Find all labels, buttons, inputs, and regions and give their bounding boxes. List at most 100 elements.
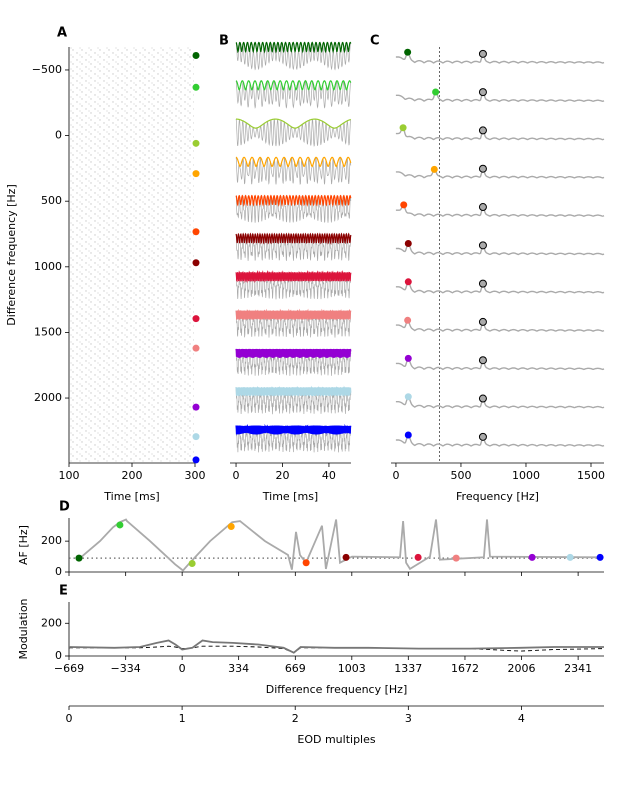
waveform bbox=[235, 425, 352, 453]
spectrum bbox=[395, 434, 605, 447]
envelope bbox=[236, 118, 351, 129]
x-tick-label: 2341 bbox=[564, 662, 592, 675]
spectrum bbox=[395, 280, 605, 294]
x-tick-label: 0 bbox=[392, 469, 399, 482]
eod-marker bbox=[478, 49, 487, 58]
y-axis-label: Modulation bbox=[17, 598, 30, 659]
y-axis-label: AF [Hz] bbox=[17, 525, 30, 565]
waveform bbox=[235, 195, 352, 224]
eod-marker bbox=[478, 88, 487, 97]
eod-marker bbox=[478, 356, 487, 365]
marker bbox=[430, 165, 438, 173]
envelope bbox=[235, 308, 352, 322]
x-axis-label: Frequency [Hz] bbox=[456, 490, 539, 503]
y-tick-label: 500 bbox=[41, 194, 62, 207]
panel-label: D bbox=[59, 500, 70, 515]
envelope bbox=[235, 194, 352, 207]
marker bbox=[302, 559, 310, 567]
x-tick-label: 3 bbox=[405, 712, 412, 725]
envelope bbox=[235, 348, 352, 358]
raster-texture bbox=[70, 47, 194, 462]
marker bbox=[452, 554, 460, 562]
spectrum bbox=[395, 167, 605, 179]
panel-label: B bbox=[219, 34, 229, 49]
marker bbox=[192, 433, 200, 441]
marker bbox=[116, 521, 124, 529]
x-axis-label: Difference frequency [Hz] bbox=[266, 683, 408, 696]
y-tick-label: 200 bbox=[41, 616, 62, 629]
y-tick-label: 2000 bbox=[34, 391, 62, 404]
y-tick-label: 1500 bbox=[34, 325, 62, 338]
waveform bbox=[235, 233, 352, 262]
y-tick-label: 200 bbox=[41, 534, 62, 547]
eod-marker bbox=[478, 241, 487, 250]
eod-marker bbox=[478, 317, 487, 326]
eod-marker bbox=[478, 203, 487, 212]
envelope bbox=[235, 80, 352, 91]
marker bbox=[192, 315, 200, 323]
x-tick-label: 300 bbox=[185, 469, 206, 482]
marker bbox=[404, 278, 412, 286]
marker bbox=[192, 170, 200, 178]
marker bbox=[192, 456, 200, 464]
envelope bbox=[235, 423, 352, 435]
envelope bbox=[235, 41, 352, 54]
eod-marker bbox=[478, 432, 487, 441]
waveform bbox=[235, 41, 351, 71]
panel-label: A bbox=[57, 26, 67, 41]
panel-label: E bbox=[59, 584, 68, 599]
y-tick-label: 0 bbox=[55, 129, 62, 142]
envelope bbox=[235, 232, 352, 245]
marker bbox=[192, 344, 200, 352]
eod-marker bbox=[478, 164, 487, 173]
y-tick-label: 1000 bbox=[34, 260, 62, 273]
x-axis-label: Time [ms] bbox=[262, 490, 318, 503]
spectrum bbox=[395, 357, 605, 371]
marker bbox=[192, 52, 200, 60]
marker bbox=[400, 201, 408, 209]
spectrum bbox=[395, 51, 605, 64]
af-line bbox=[78, 518, 600, 572]
marker bbox=[227, 522, 235, 530]
x-tick-label: −669 bbox=[54, 662, 84, 675]
marker bbox=[404, 393, 412, 401]
y-tick-label: −500 bbox=[32, 63, 62, 76]
marker bbox=[404, 316, 412, 324]
envelope bbox=[235, 156, 352, 168]
waveform bbox=[235, 118, 352, 147]
marker bbox=[432, 88, 440, 96]
x-tick-label: 1000 bbox=[512, 469, 540, 482]
x-tick-label: 334 bbox=[228, 662, 249, 675]
x-axis-label: EOD multiples bbox=[297, 733, 375, 746]
x-tick-label: 4 bbox=[518, 712, 525, 725]
spectrum bbox=[395, 242, 605, 256]
x-axis-label: Time [ms] bbox=[103, 490, 159, 503]
spectrum bbox=[395, 126, 605, 141]
x-tick-label: 2 bbox=[292, 712, 299, 725]
marker bbox=[399, 124, 407, 132]
y-tick-label: 0 bbox=[55, 649, 62, 662]
waveform bbox=[235, 387, 352, 415]
x-tick-label: −334 bbox=[111, 662, 141, 675]
x-tick-label: 669 bbox=[285, 662, 306, 675]
x-tick-label: 20 bbox=[275, 469, 289, 482]
marker bbox=[192, 139, 200, 147]
x-tick-label: 2006 bbox=[507, 662, 535, 675]
x-tick-label: 1500 bbox=[577, 469, 605, 482]
x-tick-label: 40 bbox=[322, 469, 336, 482]
x-tick-label: 0 bbox=[66, 712, 73, 725]
waveform bbox=[235, 156, 352, 185]
eod-marker bbox=[478, 279, 487, 288]
x-tick-label: 1337 bbox=[394, 662, 422, 675]
marker bbox=[404, 240, 412, 248]
waveform bbox=[235, 272, 352, 300]
spectrum bbox=[395, 319, 605, 332]
envelope bbox=[235, 270, 352, 284]
marker bbox=[414, 553, 422, 561]
x-tick-label: 0 bbox=[179, 662, 186, 675]
envelope bbox=[235, 385, 352, 397]
marker bbox=[192, 403, 200, 411]
marker bbox=[192, 228, 200, 236]
x-tick-label: 200 bbox=[122, 469, 143, 482]
